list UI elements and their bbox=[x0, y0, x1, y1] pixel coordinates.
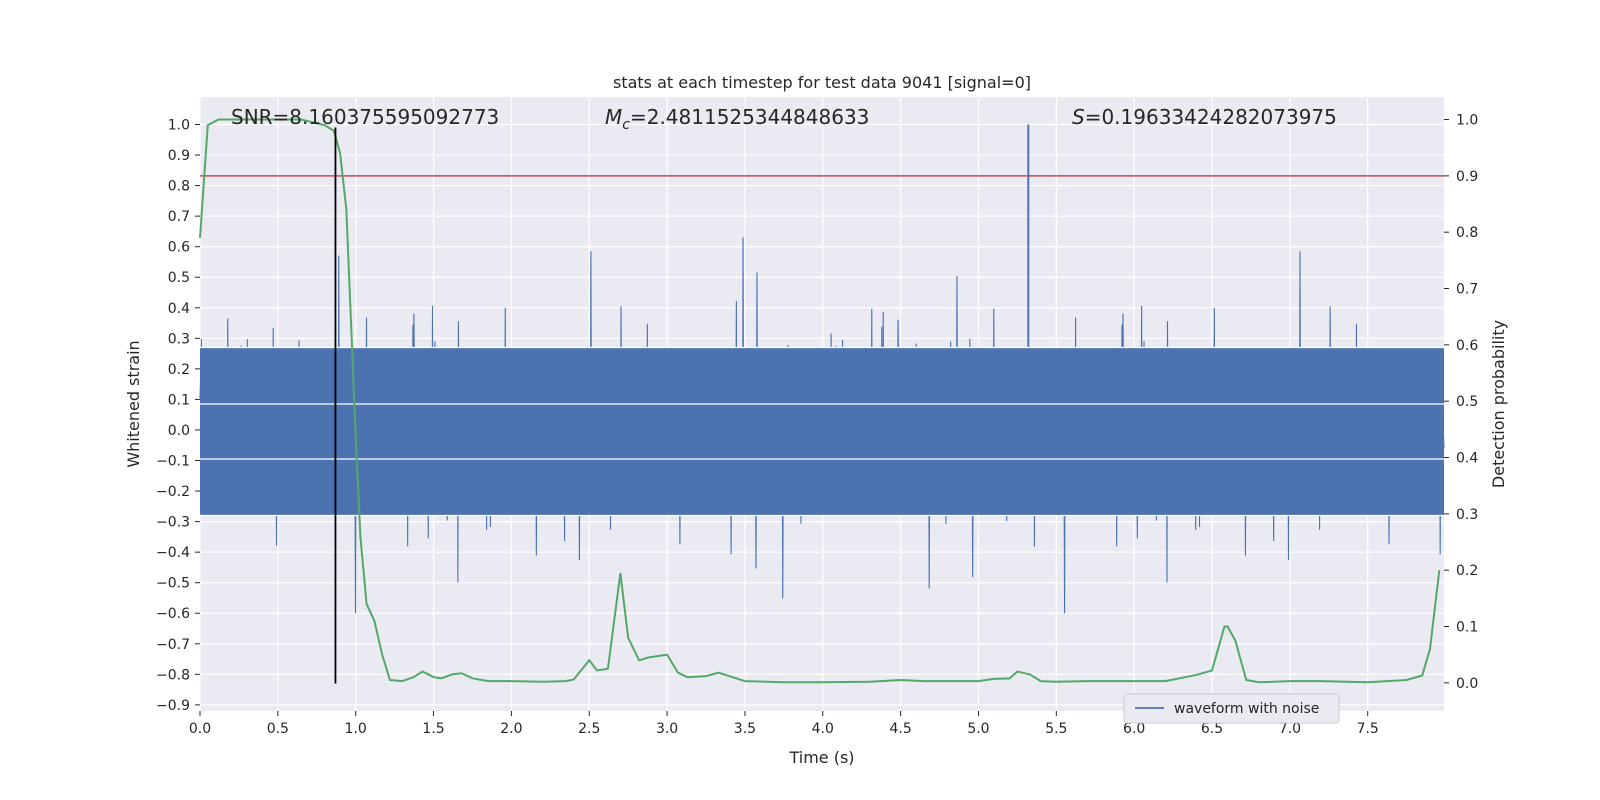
y-tick-label: 0.8 bbox=[168, 179, 190, 195]
x-tick-label: 4.5 bbox=[889, 721, 911, 737]
x-tick-label: 5.5 bbox=[1045, 721, 1067, 737]
y-tick-label: −0.4 bbox=[156, 545, 190, 561]
y-right-axis-label: Detection probability bbox=[1489, 320, 1508, 488]
y-tick-label: −0.5 bbox=[156, 576, 190, 592]
y-tick-label: 0.1 bbox=[168, 392, 190, 408]
x-tick-label: 3.5 bbox=[734, 721, 756, 737]
y-axis-left: 1.0 0.9 0.8 0.7 0.6 0.5 0.4 0.3 0.2 0.1 0.0 −0.1 −0.… bbox=[156, 117, 200, 714]
x-axis-label: Time (s) bbox=[788, 748, 854, 767]
chart-title: stats at each timestep for test data 904… bbox=[613, 73, 1031, 92]
y-tick-label: 1.0 bbox=[168, 117, 190, 133]
y-right-tick-label: 0.9 bbox=[1456, 169, 1478, 185]
y-right-tick-label: 1.0 bbox=[1456, 113, 1478, 129]
chirp-mass-symbol: M bbox=[605, 105, 622, 129]
x-tick-label: 1.0 bbox=[345, 721, 367, 737]
legend: waveform with noise bbox=[1123, 693, 1340, 724]
chirp-mass-annotation: Mc=2.4811525344848633 bbox=[605, 105, 869, 133]
y-right-tick-label: 0.4 bbox=[1456, 451, 1478, 467]
chirp-mass-value: =2.4811525344848633 bbox=[630, 105, 869, 129]
y-tick-label: 0.6 bbox=[168, 240, 190, 256]
y-tick-label: 0.2 bbox=[168, 362, 190, 378]
x-tick-label: 2.0 bbox=[500, 721, 522, 737]
s-annotation: S=0.19633424282073975 bbox=[1072, 105, 1337, 129]
y-axis-right: 1.0 0.9 0.8 0.7 0.6 0.5 0.4 0.3 0.2 0.1 0.0 bbox=[1444, 113, 1478, 692]
y-axis-label: Whitened strain bbox=[124, 340, 143, 467]
y-tick-label: 0.4 bbox=[168, 301, 190, 317]
legend-label: waveform with noise bbox=[1174, 701, 1319, 717]
y-right-tick-label: 0.5 bbox=[1456, 394, 1478, 410]
y-tick-label: −0.1 bbox=[156, 454, 190, 470]
x-axis: 0.0 0.5 1.0 1.5 2.0 2.5 3.0 3.5 4.0 4.5 5.0 5.5 6.0 6… bbox=[189, 711, 1379, 737]
y-tick-label: −0.3 bbox=[156, 515, 190, 531]
chirp-mass-subscript: c bbox=[622, 117, 630, 133]
legend-box bbox=[1123, 693, 1340, 724]
x-tick-label: 6.5 bbox=[1201, 721, 1223, 737]
y-right-tick-label: 0.3 bbox=[1456, 507, 1478, 523]
y-right-tick-label: 0.2 bbox=[1456, 563, 1478, 579]
y-tick-label: −0.8 bbox=[156, 667, 190, 683]
s-value: =0.19633424282073975 bbox=[1085, 105, 1337, 129]
x-tick-label: 7.5 bbox=[1357, 721, 1379, 737]
y-tick-label: 0.5 bbox=[168, 270, 190, 286]
y-tick-label: −0.6 bbox=[156, 606, 190, 622]
y-tick-label: 0.3 bbox=[168, 331, 190, 347]
x-tick-label: 7.0 bbox=[1279, 721, 1301, 737]
x-tick-label: 4.0 bbox=[812, 721, 834, 737]
y-tick-label: 0.0 bbox=[168, 423, 190, 439]
x-tick-label: 2.5 bbox=[578, 721, 600, 737]
x-tick-label: 5.0 bbox=[967, 721, 989, 737]
x-tick-label: 3.0 bbox=[656, 721, 678, 737]
x-tick-label: 1.5 bbox=[422, 721, 444, 737]
y-right-tick-label: 0.1 bbox=[1456, 620, 1478, 636]
snr-annotation: SNR=8.160375595092773 bbox=[231, 105, 499, 129]
x-tick-label: 6.0 bbox=[1123, 721, 1145, 737]
y-tick-label: 0.9 bbox=[168, 148, 190, 164]
y-tick-label: 0.7 bbox=[168, 209, 190, 225]
y-right-tick-label: 0.8 bbox=[1456, 225, 1478, 241]
x-tick-label: 0.5 bbox=[267, 721, 289, 737]
y-tick-label: −0.2 bbox=[156, 484, 190, 500]
s-symbol: S bbox=[1072, 105, 1085, 129]
x-tick-label: 0.0 bbox=[189, 721, 211, 737]
y-right-tick-label: 0.6 bbox=[1456, 338, 1478, 354]
y-tick-label: −0.9 bbox=[156, 698, 190, 714]
y-tick-label: −0.7 bbox=[156, 637, 190, 653]
probability-line bbox=[199, 118, 1441, 684]
y-right-tick-label: 0.7 bbox=[1456, 282, 1478, 298]
y-right-tick-label: 0.0 bbox=[1456, 676, 1478, 692]
waveform-band bbox=[200, 347, 1444, 516]
plot-area bbox=[199, 118, 1445, 684]
